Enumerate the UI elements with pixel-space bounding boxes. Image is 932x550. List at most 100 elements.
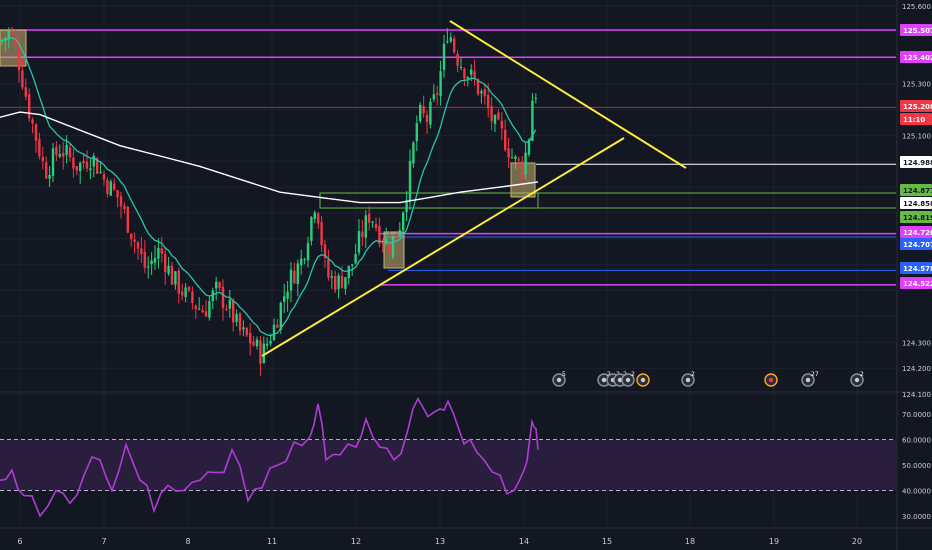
candle-body <box>480 91 483 94</box>
event-badge[interactable]: 27 <box>801 371 819 387</box>
candle-body <box>510 157 514 159</box>
candle-body <box>133 239 136 242</box>
event-badge[interactable] <box>636 373 650 387</box>
upper-trendline[interactable] <box>449 20 687 169</box>
candle-body <box>354 254 357 264</box>
candle-body <box>483 89 486 97</box>
candle-body <box>11 33 14 36</box>
candle-body <box>459 66 463 68</box>
candle-body <box>381 241 384 244</box>
candle-body <box>361 231 364 238</box>
date-tick-label: 7 <box>101 537 106 546</box>
rsi-panel <box>0 397 896 518</box>
price-tag: 124.522 <box>900 277 932 289</box>
candle-body <box>340 275 344 288</box>
date-tick-label: 19 <box>769 537 779 546</box>
candle-body <box>218 282 221 289</box>
price-tag-bg <box>900 238 932 250</box>
candle-body <box>79 162 82 171</box>
candle-body <box>351 264 354 266</box>
date-tick-label: 18 <box>685 537 695 546</box>
candle-body <box>238 313 242 331</box>
candle-body <box>293 270 296 284</box>
price-tag: 124.578 <box>900 262 932 274</box>
event-dot <box>556 377 562 383</box>
candle-body <box>215 281 218 289</box>
event-badge[interactable] <box>764 373 778 387</box>
price-tag-bg <box>900 211 932 223</box>
event-count: 5 <box>562 371 566 378</box>
candle-body <box>425 114 429 122</box>
candle-body <box>405 200 408 213</box>
candle-body <box>201 310 204 313</box>
event-dot <box>854 377 860 383</box>
price-tick-label: 124.300 <box>902 339 931 347</box>
candle-body <box>531 100 534 141</box>
candle-body <box>313 212 316 220</box>
candle-body <box>130 233 133 239</box>
candle-body <box>181 291 184 296</box>
candle-body <box>283 296 286 302</box>
event-dot <box>768 377 774 383</box>
price-tag: 124.988 <box>900 156 932 168</box>
candle-body <box>228 300 231 309</box>
candle-body <box>177 270 180 294</box>
candle-body <box>51 148 55 176</box>
price-tick-label: 124.200 <box>902 365 931 373</box>
event-badge[interactable]: 2 <box>681 371 695 387</box>
event-badge[interactable]: 2 <box>621 371 635 387</box>
candle-body <box>157 247 160 259</box>
candle-body <box>170 265 174 285</box>
candle-body <box>493 115 497 124</box>
rsi-tick-label: 30.0000 <box>902 513 931 521</box>
rsi-line <box>0 397 539 518</box>
candle-body <box>269 340 272 344</box>
candle-body <box>364 215 367 238</box>
event-dot <box>640 377 646 383</box>
candle-body <box>75 166 78 171</box>
candle-body <box>500 120 503 129</box>
price-tag-label: 124.877 <box>903 187 932 195</box>
lower-trendline[interactable] <box>261 137 625 357</box>
price-tag-label: 124.988 <box>903 159 932 167</box>
price-tag-bg <box>900 277 932 289</box>
event-badges[interactable]: 522222272 <box>552 371 864 387</box>
price-tick-label: 125.300 <box>902 81 931 89</box>
candle-body <box>92 155 95 167</box>
candle-body <box>412 142 415 164</box>
candle-body <box>432 94 435 100</box>
price-tag-label: 125.402 <box>903 54 932 62</box>
candle-body <box>504 129 507 151</box>
candle-body <box>391 235 395 258</box>
candle-body <box>62 152 65 157</box>
candle-body <box>255 339 259 347</box>
date-tick-label: 8 <box>185 537 190 546</box>
candle-body <box>106 180 109 194</box>
candle-body <box>187 287 191 291</box>
candle-body <box>198 308 201 310</box>
trendlines[interactable] <box>261 20 687 357</box>
event-badge[interactable]: 5 <box>552 371 566 387</box>
event-count: 2 <box>607 371 611 378</box>
candle-body <box>521 161 524 175</box>
candle-body <box>55 146 58 156</box>
candle-body <box>235 313 238 322</box>
candle-body <box>442 43 446 70</box>
ma-slow-line <box>0 111 539 204</box>
event-badge[interactable]: 2 <box>850 371 864 387</box>
candle-body <box>232 299 235 323</box>
candle-body <box>126 206 129 233</box>
candle-body <box>419 104 422 122</box>
candle-body <box>123 205 126 209</box>
price-tag-bg <box>900 100 932 112</box>
candle-body <box>306 243 310 261</box>
price-tags: 125.507 125.402 125.208 11:10 124.988 124.877… <box>900 24 932 289</box>
candle-body <box>24 87 27 97</box>
candle-body <box>266 343 269 346</box>
candle-body <box>276 324 279 328</box>
axes: 125.600 125.300 125.100 124.300 124.200 124.1… <box>17 3 931 546</box>
candle-body <box>517 159 520 161</box>
candle-body <box>38 138 41 157</box>
candle-body <box>99 171 102 173</box>
